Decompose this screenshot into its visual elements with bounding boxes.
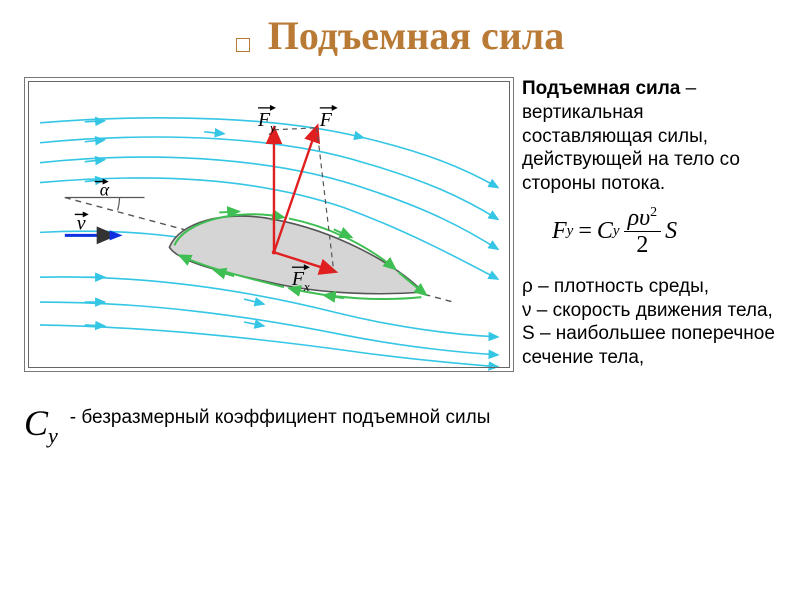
title-text: Подъемная сила [268,13,564,58]
left-column: α v [24,77,514,449]
legend-text: ρ – плотность среды, ν – скорость движен… [522,275,776,370]
content-row: α v [0,77,800,449]
legend-line: ν – скорость движения тела, S – наибольш… [522,299,776,370]
legend-line: ρ – плотность среды, [522,275,776,299]
right-column: Подъемная сила – вертикальная составляющ… [514,77,776,449]
title-bullet [236,38,250,52]
lift-formula: Fy = Cy ρυ2 2 S [552,206,776,257]
page-title: Подъемная сила [0,0,800,77]
cy-symbol: Cy [24,402,58,449]
cy-caption-text: - безразмерный коэффициент подъемной сил… [70,402,491,430]
airfoil-diagram: α v [24,77,514,372]
definition-text: Подъемная сила – вертикальная составляющ… [522,77,776,196]
cy-caption: Cy - безразмерный коэффициент подъемной … [24,402,514,449]
